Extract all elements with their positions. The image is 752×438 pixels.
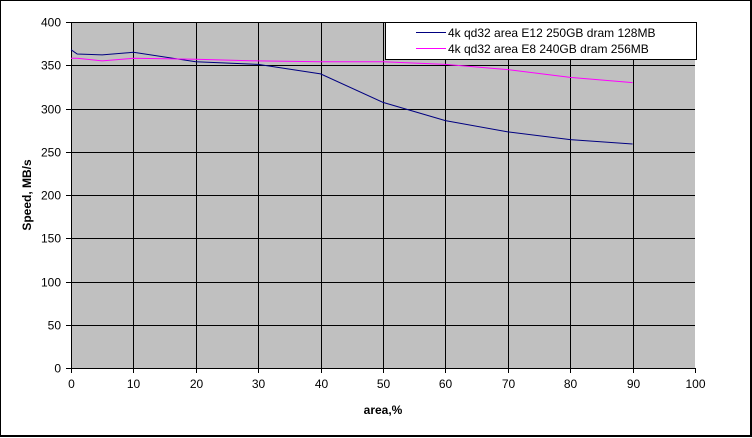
y-tick-label: 400	[41, 16, 61, 30]
x-tick-label: 10	[127, 377, 141, 391]
legend: 4k qd32 area E12 250GB dram 128MB 4k qd3…	[385, 22, 697, 60]
axes: 0 10 20 30 40 50 60 70 80 90 100 0 50 100 150 200 250 300…	[41, 16, 706, 392]
y-tick-label: 250	[41, 146, 61, 160]
x-tick-label: 60	[439, 377, 453, 391]
y-tick-label: 300	[41, 103, 61, 117]
series-lines	[70, 49, 633, 145]
x-tick-label: 0	[68, 377, 75, 391]
y-tick-label: 150	[41, 232, 61, 246]
y-tick-label: 100	[41, 276, 61, 290]
y-tick-label: 350	[41, 59, 61, 73]
x-tick-label: 30	[252, 377, 266, 391]
series-line	[71, 57, 633, 84]
legend-item-e8: 4k qd32 area E8 240GB dram 256MB	[416, 41, 649, 56]
x-axis-title: area,%	[364, 403, 403, 417]
y-axis-title: Speed, MB/s	[20, 159, 34, 231]
x-tick-label: 20	[190, 377, 204, 391]
gridlines	[71, 22, 695, 368]
x-tick-label: 50	[377, 377, 391, 391]
legend-swatch-icon	[416, 48, 446, 49]
y-tick-label: 50	[48, 319, 62, 333]
x-tick-label: 80	[564, 377, 578, 391]
y-tick-label: 0	[54, 362, 61, 376]
x-tick-label: 100	[685, 377, 705, 391]
x-tick-label: 70	[502, 377, 516, 391]
x-tick-label: 40	[315, 377, 329, 391]
y-tick-label: 200	[41, 189, 61, 203]
legend-swatch-icon	[416, 32, 446, 33]
legend-label: 4k qd32 area E12 250GB dram 128MB	[448, 25, 656, 40]
legend-label: 4k qd32 area E8 240GB dram 256MB	[448, 41, 649, 56]
legend-item-e12: 4k qd32 area E12 250GB dram 128MB	[416, 25, 655, 40]
series-line	[70, 49, 633, 145]
x-tick-label: 90	[627, 377, 641, 391]
